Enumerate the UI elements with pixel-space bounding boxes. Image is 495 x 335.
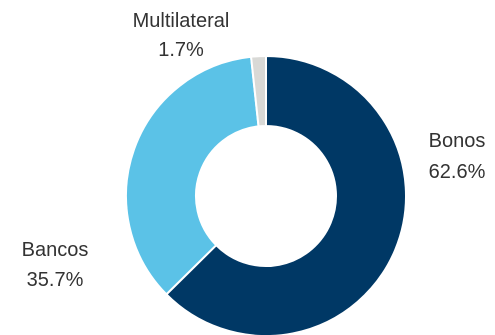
slice-value-bonos: 62.6%	[429, 161, 486, 183]
donut-slices	[125, 54, 407, 335]
slice-value-bancos: 35.7%	[27, 269, 84, 291]
slice-value-multilateral: 1.7%	[158, 39, 204, 61]
slice-label-bancos: Bancos	[22, 239, 89, 261]
slice-multilateral	[249, 54, 267, 128]
slice-label-multilateral: Multilateral	[133, 10, 230, 32]
slice-bancos	[125, 55, 260, 296]
slice-bonos	[164, 54, 407, 335]
slice-label-bonos: Bonos	[429, 130, 486, 152]
